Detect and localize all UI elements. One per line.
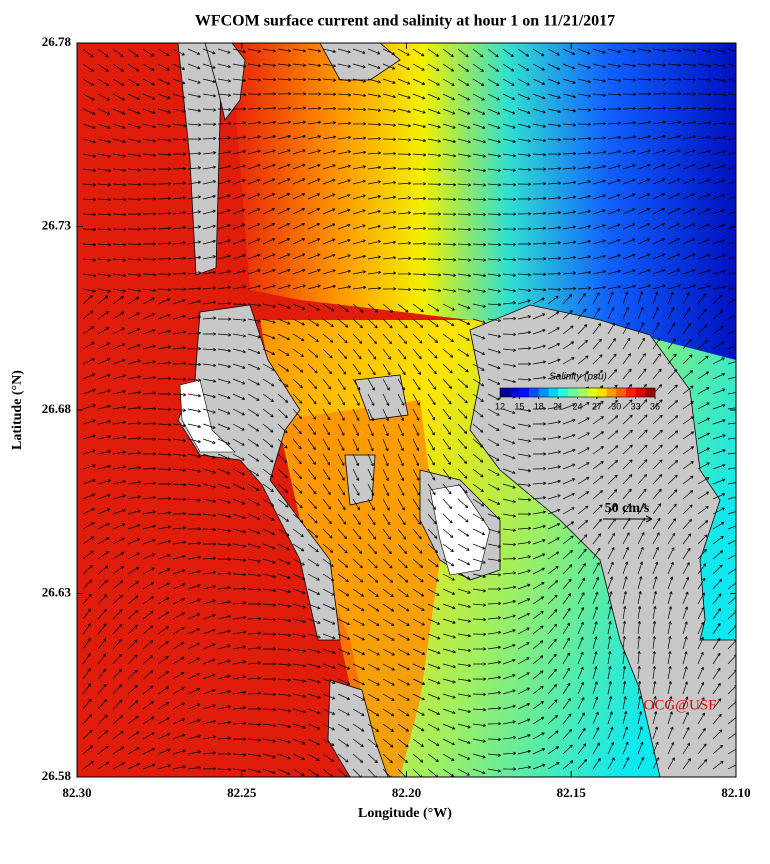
colorbar-cell <box>606 388 617 397</box>
colorbar-cell <box>616 388 627 397</box>
colorbar-tick-label: 24 <box>572 401 582 411</box>
current-vectors <box>82 48 736 777</box>
land-island <box>344 454 376 506</box>
land-island <box>327 679 389 777</box>
colorbar-title: Salinity (psu) <box>549 372 607 383</box>
chart-title: WFCOM surface current and salinity at ho… <box>195 13 615 30</box>
land-island <box>177 43 223 276</box>
colorbar-cell <box>596 388 607 397</box>
colorbar-tick-label: 21 <box>553 401 563 411</box>
x-tick-label: 82.20 <box>392 785 421 800</box>
colorbar-cell <box>635 388 646 397</box>
scale-label: 50 cm/s <box>605 501 650 516</box>
y-tick-label: 26.68 <box>42 401 72 416</box>
y-tick-label: 26.58 <box>42 768 72 783</box>
colorbar-cell <box>577 388 588 397</box>
colorbar-cell <box>645 388 656 397</box>
colorbar-cell <box>625 388 636 397</box>
land-island <box>177 304 341 641</box>
y-tick-label: 26.63 <box>42 584 72 599</box>
credit: OCG@USF <box>643 697 716 713</box>
x-tick-label: 82.30 <box>62 785 91 800</box>
x-tick-label: 82.15 <box>557 785 587 800</box>
colorbar-tick-label: 27 <box>592 401 602 411</box>
colorbar-tick-label: 15 <box>514 401 524 411</box>
colorbar-cell <box>587 388 598 397</box>
colorbar-cell <box>529 388 540 397</box>
salinity-field-north <box>230 43 736 360</box>
land-island <box>319 43 401 81</box>
colorbar-cell <box>567 388 578 397</box>
land-island <box>204 43 246 121</box>
colorbar-tick-label: 33 <box>631 401 641 411</box>
x-tick-label: 82.10 <box>721 785 750 800</box>
colorbar-cell <box>548 388 559 397</box>
colorbar-tick-label: 18 <box>534 401 544 411</box>
colorbar-cell <box>500 388 510 397</box>
salinity-field-sound <box>280 400 440 777</box>
y-tick-label: 26.78 <box>42 34 72 49</box>
colorbar-cell <box>509 388 520 397</box>
colorbar-cell <box>538 388 549 397</box>
land-island <box>354 374 409 421</box>
y-tick-label: 26.73 <box>42 217 72 232</box>
colorbar-cell <box>558 388 569 397</box>
scale-arrow-head <box>645 515 653 523</box>
colorbar-tick-label: 12 <box>495 401 505 411</box>
x-tick-label: 82.25 <box>227 785 257 800</box>
colorbar-tick-label: 36 <box>650 401 660 411</box>
colorbar-tick-label: 30 <box>611 401 621 411</box>
map-field <box>77 43 736 777</box>
y-axis-title: Latitude (°N) <box>10 370 25 450</box>
colorbar-cell <box>519 388 530 397</box>
x-axis-title: Longitude (°W) <box>358 806 452 821</box>
